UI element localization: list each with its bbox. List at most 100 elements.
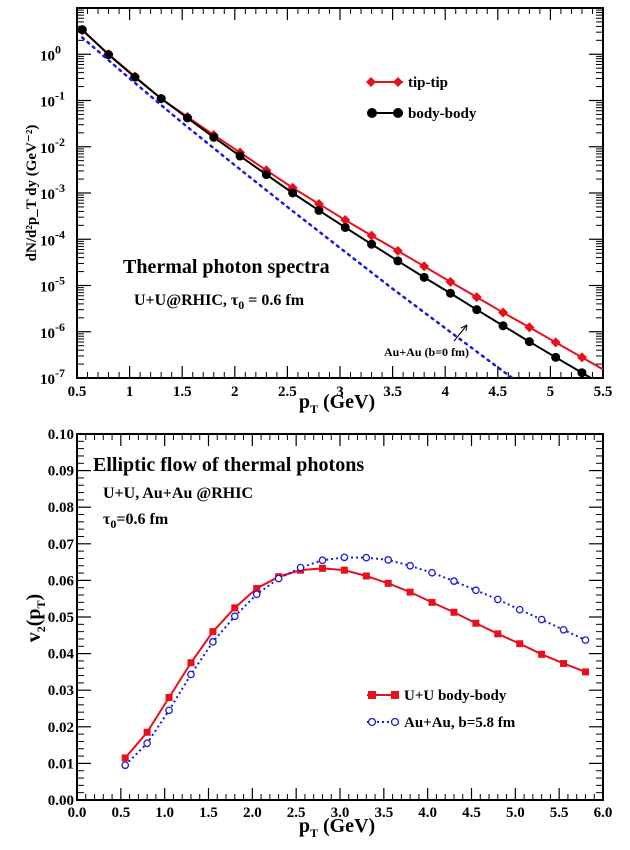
point-tip-tip [471, 292, 482, 303]
point-body-body [209, 132, 219, 142]
legend-marker-auau [367, 717, 377, 727]
point-auau-b58 [362, 553, 371, 562]
point-tip-tip [524, 322, 535, 333]
flow-x-axis-label: pT (GeV) [299, 815, 375, 840]
legend-marker-uu-2 [391, 691, 399, 699]
point-body-body [393, 256, 403, 266]
spectra-legend: tip-tip body-body [366, 75, 477, 122]
flow-y-tick-label: 0.07 [48, 537, 75, 553]
legend-marker-body-body-2 [393, 108, 403, 118]
point-body-body [77, 25, 87, 35]
spectra-y-tick-label: 100 [40, 42, 61, 64]
point-tip-tip [445, 276, 456, 287]
point-body-body [314, 205, 324, 215]
point-auau-b58 [318, 556, 327, 565]
point-body-body [104, 50, 114, 60]
series-line-uu-body-body [124, 567, 586, 759]
point-auau-b58 [252, 590, 261, 599]
point-uu-body-body [494, 630, 502, 638]
flow-x-tick-label: 0.0 [68, 805, 87, 821]
spectra-y-tick-label: 10-5 [40, 274, 65, 296]
flow-y-tick-label: 0.10 [48, 427, 74, 443]
point-uu-body-body [187, 659, 195, 667]
spectra-y-tick-label: 10-7 [40, 366, 65, 388]
flow-y-tick-label: 0.09 [48, 464, 74, 480]
point-auau-b58 [472, 586, 480, 595]
point-auau-b58 [406, 561, 414, 570]
point-uu-body-body [428, 598, 436, 606]
point-uu-body-body [538, 650, 546, 658]
flow-y-tick-label: 0.01 [48, 756, 74, 772]
flow-series [121, 553, 590, 770]
point-auau-b58 [384, 556, 393, 564]
legend-marker-tip-tip [366, 77, 376, 87]
point-tip-tip [576, 352, 587, 363]
annotation-arrow [453, 324, 468, 342]
spectra-y-tick-label: 10-3 [40, 181, 65, 203]
spectra-x-tick-label: 5 [547, 384, 555, 400]
flow-title: Elliptic flow of thermal photons [93, 454, 364, 476]
point-uu-body-body [581, 668, 589, 676]
flow-x-tick-label: 3.0 [331, 805, 350, 821]
legend-label-uu: U+U body-body [404, 688, 507, 704]
spectra-ticks: 0.5 1 1.5 2 2.5 3 3.5 4 4.5 5 5.5 100 10-1 10-2 10-3 10… [40, 8, 612, 400]
point-auau-b58 [187, 670, 195, 679]
annotation-arrowhead [460, 324, 468, 332]
point-auau-b58 [515, 605, 524, 614]
spectra-title: Thermal photon spectra [123, 256, 330, 278]
legend-marker-tip-tip-2 [393, 77, 403, 87]
flow-x-tick-label: 4.0 [418, 805, 437, 821]
point-body-body [445, 288, 455, 298]
flow-y-tick-label: 0.03 [48, 683, 74, 699]
spectra-x-tick-label: 2 [231, 384, 239, 400]
point-auau-b58 [340, 553, 349, 562]
point-tip-tip [313, 198, 324, 209]
spectra-x-tick-label: 1.5 [173, 384, 192, 400]
flow-y-tick-label: 0.06 [48, 573, 75, 589]
point-body-body [577, 368, 587, 378]
spectra-x-tick-label: 4 [441, 384, 449, 400]
spectra-plot-frame [76, 7, 604, 379]
point-body-body [419, 272, 429, 282]
point-tip-tip [419, 261, 430, 272]
point-body-body [472, 305, 482, 315]
series-line-auau-b58 [124, 556, 586, 766]
spectra-x-tick-label: 3.5 [383, 384, 402, 400]
point-auau-b58 [581, 636, 590, 644]
flow-y-axis-label: v2(pT) [23, 594, 48, 642]
point-body-body [524, 337, 534, 347]
point-uu-body-body [318, 564, 326, 572]
point-uu-body-body [143, 728, 151, 736]
spectra-y-tick-label: 10-1 [40, 89, 65, 111]
flow-x-tick-label: 5.0 [506, 805, 525, 821]
point-auau-b58 [165, 706, 173, 715]
point-auau-b58 [230, 612, 239, 621]
point-body-body [498, 321, 508, 331]
point-auau-b58 [493, 595, 502, 604]
spectra-x-tick-label: 5.5 [594, 384, 613, 400]
point-uu-body-body [362, 572, 370, 580]
flow-x-tick-label: 2.0 [243, 805, 262, 821]
spectra-x-tick-label: 3 [336, 384, 344, 400]
point-body-body [551, 352, 561, 362]
point-tip-tip [340, 215, 351, 226]
spectra-series [77, 25, 603, 378]
legend-marker-auau-2 [390, 717, 400, 727]
flow-y-tick-label: 0.02 [48, 720, 74, 736]
flow-ticks: 0.0 0.5 1.0 1.5 2.0 2.5 3.0 3.5 4.0 4.5 5.0 5.5 6.0 0… [48, 427, 613, 821]
spectra-x-tick-label: 4.5 [488, 384, 507, 400]
point-tip-tip [498, 307, 509, 318]
point-auau-b58 [428, 568, 436, 577]
spectra-annotation: Au+Au (b=0 fm) [384, 345, 469, 359]
point-uu-body-body [165, 694, 173, 702]
point-auau-b58 [296, 563, 305, 572]
point-auau-b58 [121, 761, 130, 770]
spectra-y-axis-label: dN/d²p_T dy (GeV⁻²) [24, 125, 40, 262]
legend-label-body-body: body-body [408, 106, 477, 122]
flow-panel: 0.0 0.5 1.0 1.5 2.0 2.5 3.0 3.5 4.0 4.5 5.0 5.5 6.0 0… [23, 427, 612, 840]
flow-x-tick-label: 6.0 [594, 805, 613, 821]
point-uu-body-body [516, 640, 524, 648]
point-tip-tip [366, 230, 377, 241]
legend-marker-uu [368, 691, 376, 699]
